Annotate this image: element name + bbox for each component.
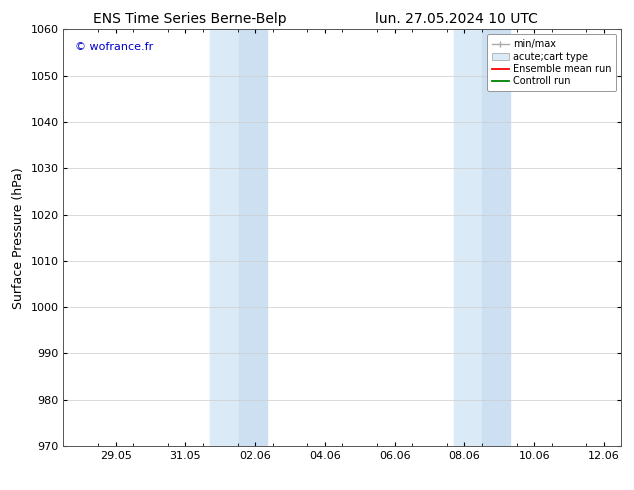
- Y-axis label: Surface Pressure (hPa): Surface Pressure (hPa): [12, 167, 25, 309]
- Text: © wofrance.fr: © wofrance.fr: [75, 42, 153, 52]
- Bar: [482, 29, 510, 446]
- Legend: min/max, acute;cart type, Ensemble mean run, Controll run: min/max, acute;cart type, Ensemble mean …: [487, 34, 616, 91]
- Bar: [240, 29, 268, 446]
- Bar: [210, 29, 240, 446]
- Bar: [454, 29, 482, 446]
- Text: lun. 27.05.2024 10 UTC: lun. 27.05.2024 10 UTC: [375, 12, 538, 26]
- Text: ENS Time Series Berne-Belp: ENS Time Series Berne-Belp: [93, 12, 287, 26]
